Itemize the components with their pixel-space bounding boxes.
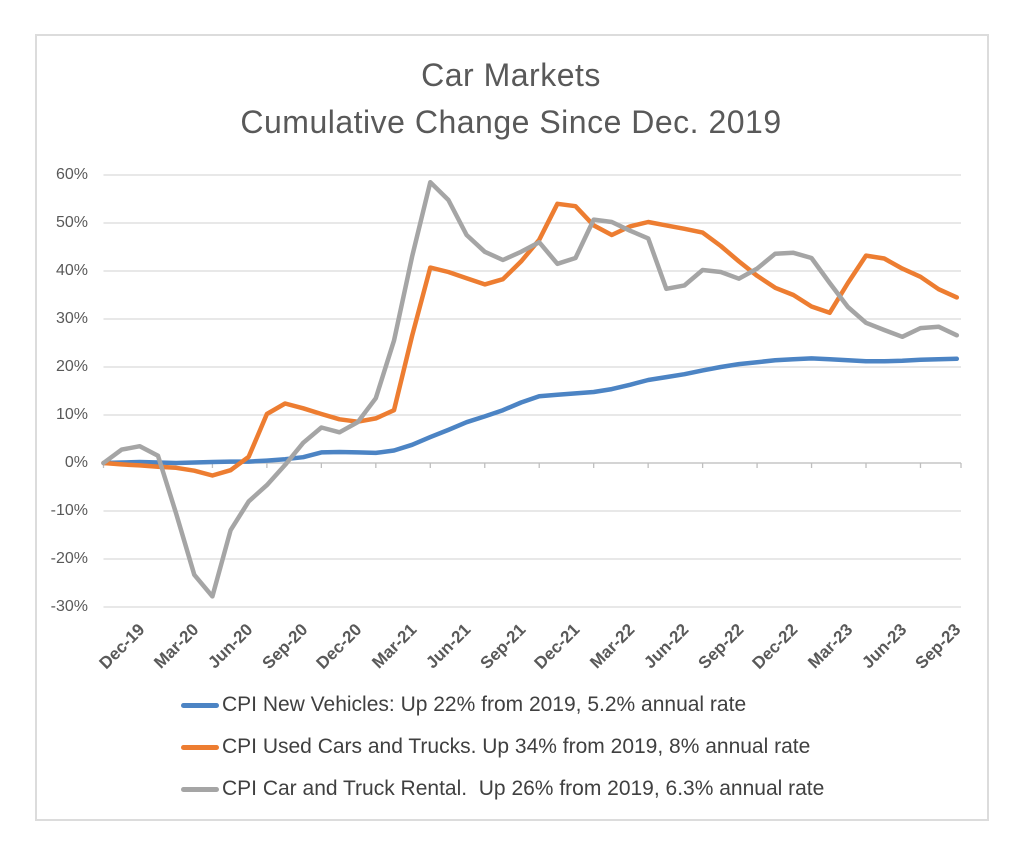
chart-title: Car Markets Cumulative Change Since Dec.… (35, 52, 987, 146)
legend-label-car-rental: CPI Car and Truck Rental. Up 26% from 20… (222, 777, 825, 800)
y-axis-label-neg10: -10% (50, 502, 88, 519)
legend-item-used-cars: CPI Used Cars and Trucks. Up 34% from 20… (181, 734, 810, 760)
legend-item-new-vehicles: CPI New Vehicles: Up 22% from 2019, 5.2%… (181, 692, 746, 718)
legend-swatch-used-cars (181, 744, 219, 750)
chart-title-line1: Car Markets (421, 57, 601, 93)
y-axis-label-20: 20% (55, 358, 88, 375)
legend-label-used-cars: CPI Used Cars and Trucks. Up 34% from 20… (222, 735, 811, 758)
y-axis-label-neg20: -20% (50, 550, 88, 567)
chart-frame (35, 34, 989, 821)
legend-item-car-rental: CPI Car and Truck Rental. Up 26% from 20… (181, 776, 824, 802)
y-axis-label-50: 50% (55, 214, 88, 231)
y-axis-label-10: 10% (55, 406, 88, 423)
legend-swatch-car-rental (181, 786, 219, 792)
y-axis-label-60: 60% (55, 166, 88, 183)
series-line-cpi-car-and-truck-rental (101, 179, 960, 599)
series-line-cpi-new-vehicles (101, 356, 960, 466)
y-axis-label-neg30: -30% (50, 598, 88, 615)
legend-label-new-vehicles: CPI New Vehicles: Up 22% from 2019, 5.2%… (222, 693, 747, 716)
y-axis-label-30: 30% (55, 310, 88, 327)
series-line-cpi-used-cars-and-trucks (101, 201, 960, 478)
legend-swatch-new-vehicles (181, 702, 219, 708)
y-axis-label-40: 40% (55, 262, 88, 279)
chart-title-line2: Cumulative Change Since Dec. 2019 (240, 104, 782, 140)
y-axis-label-0: 0% (64, 454, 88, 471)
